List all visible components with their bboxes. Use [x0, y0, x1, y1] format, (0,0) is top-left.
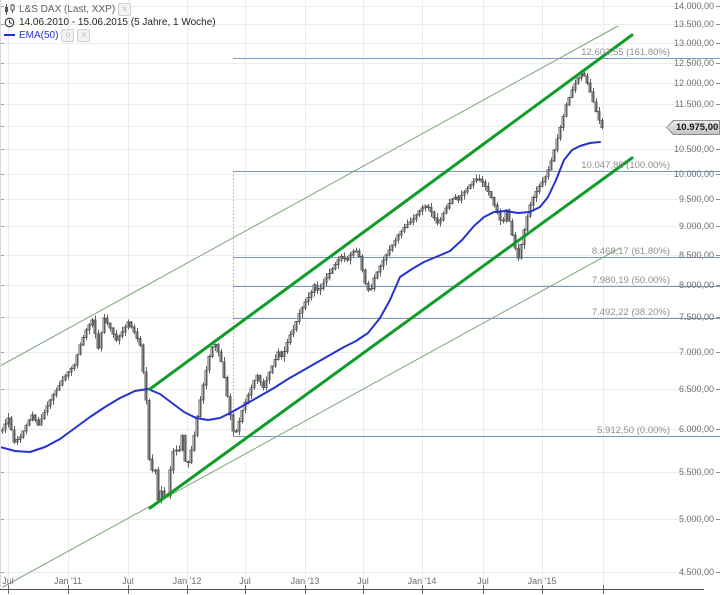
close-icon[interactable]: x	[77, 28, 91, 42]
main-trend-channel[interactable]	[148, 33, 634, 510]
ema-line	[0, 141, 601, 453]
fib-level-label: 10.047,88 (100.00%)	[581, 159, 670, 171]
last-price-badge-bg	[667, 121, 719, 134]
ema-line-group[interactable]	[0, 141, 601, 453]
candle-wicks	[2, 69, 603, 504]
y-axis-label: 12.500,00	[673, 58, 714, 68]
y-axis-label: 12.000,00	[673, 78, 714, 88]
fib-level-label: 8.468,17 (61.80%)	[591, 245, 670, 257]
y-axis-label: 11.500,00	[674, 99, 714, 109]
clock-icon	[4, 17, 15, 27]
trend-channel-line-thin	[2, 247, 621, 588]
y-axis-label: 7.500,00	[678, 312, 714, 322]
legend-period-row: 14.06.2010 - 15.06.2015 (5 Jahre, 1 Woch…	[4, 16, 216, 28]
x-axis-label: Jul	[2, 576, 14, 586]
fibonacci-levels[interactable]	[233, 57, 720, 438]
gear-icon[interactable]: o	[61, 28, 75, 42]
trend-channel-line-thick	[148, 33, 634, 391]
fib-level-label: 12.603,55 (161.80%)	[581, 46, 670, 58]
y-axis-label: 6.500,00	[678, 384, 714, 394]
y-axis-label: 5.500,00	[678, 467, 714, 477]
outer-trend-channel[interactable]	[0, 25, 621, 588]
x-axis-label: Jan '11	[53, 576, 83, 586]
x-axis-label: Jan '13	[290, 576, 320, 586]
x-axis-line	[0, 589, 704, 590]
legend-instrument-row: L&S DAX (Last, XXP) x	[4, 2, 216, 16]
fib-level-label: 7.980,19 (50.00%)	[591, 274, 670, 286]
y-axis-label: 6.000,00	[678, 424, 714, 434]
x-axis-label: Jul	[357, 576, 369, 586]
legend-ema-row: EMA(50) o x	[4, 28, 216, 42]
y-axis-label: 13.000,00	[673, 38, 714, 48]
y-axis-label: 9.000,00	[678, 221, 714, 231]
candlestick-series[interactable]	[0, 69, 604, 504]
plot-left-border	[0, 0, 1, 589]
y-axis-label: 9.500,00	[678, 194, 714, 204]
y-axis-label: 10.000,00	[673, 169, 714, 179]
trend-channel-line-thin	[0, 25, 619, 367]
x-axis-label: Jan '15	[527, 576, 557, 586]
last-price-badge: 10.975,00	[666, 120, 720, 135]
y-axis-label: 10.500,00	[673, 144, 714, 154]
y-axis-label: 8.500,00	[678, 250, 714, 260]
x-axis-label: Jul	[122, 576, 134, 586]
y-axis-label: 13.500,00	[673, 19, 714, 29]
trend-channel-line-thick	[148, 156, 634, 510]
ema-label: EMA(50)	[19, 29, 59, 41]
fib-level-label: 5.912,50 (0.00%)	[597, 424, 670, 436]
fib-level-label: 7.492,22 (38.20%)	[591, 306, 670, 318]
gridlines	[0, 0, 703, 589]
x-axis-label: Jul	[239, 576, 251, 586]
x-axis-label: Jan '12	[172, 576, 202, 586]
chart-legend: L&S DAX (Last, XXP) x 14.06.2010 - 15.06…	[4, 2, 216, 42]
y-axis-label: 8.000,00	[678, 280, 714, 290]
date-range-label: 14.06.2010 - 15.06.2015 (5 Jahre, 1 Woch…	[19, 16, 216, 28]
x-axis-label: Jan '14	[407, 576, 437, 586]
x-axis-label: Jul	[477, 576, 489, 586]
y-axis-label: 5.000,00	[678, 514, 714, 524]
y-axis-label: 14.000,00	[673, 1, 714, 11]
instrument-title: L&S DAX (Last, XXP)	[19, 3, 116, 15]
last-price-value: 10.975,00	[676, 121, 719, 133]
candlestick-chart-icon	[5, 3, 15, 15]
ema-color-swatch	[4, 34, 15, 36]
axis-ticks	[0, 6, 720, 594]
close-icon[interactable]: x	[118, 2, 132, 16]
y-axis-label: 4.500,00	[678, 567, 714, 577]
y-axis-label: 7.000,00	[678, 347, 714, 357]
